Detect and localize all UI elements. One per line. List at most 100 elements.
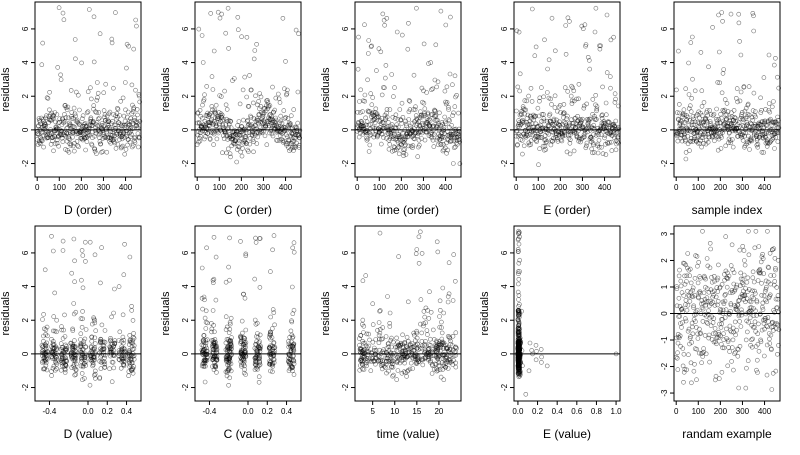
data-point [255, 134, 261, 140]
data-point [677, 110, 682, 116]
data-point [256, 379, 262, 385]
data-point [43, 363, 49, 368]
data-point [286, 368, 292, 374]
data-point [602, 135, 607, 141]
data-point [535, 134, 541, 140]
data-point [423, 339, 428, 344]
data-point [370, 322, 376, 327]
data-point [199, 33, 205, 38]
data-point [109, 314, 114, 320]
data-point [135, 131, 141, 136]
data-point [251, 100, 256, 106]
data-point [73, 56, 78, 62]
data-point [616, 126, 622, 132]
data-point [97, 139, 103, 144]
data-point [269, 113, 274, 119]
data-point [253, 360, 259, 365]
data-point [456, 110, 461, 116]
data-point [580, 116, 585, 122]
data-point [446, 107, 451, 112]
data-point [751, 90, 757, 96]
data-point [730, 144, 736, 150]
data-point [212, 342, 218, 348]
data-point [457, 139, 463, 145]
data-point [204, 245, 209, 251]
data-point [365, 77, 370, 83]
panel-frame [513, 225, 621, 402]
data-point [103, 81, 108, 87]
data-point [212, 364, 218, 369]
data-point [748, 120, 753, 126]
data-point [740, 244, 746, 249]
panel-frame [194, 225, 302, 402]
data-point [290, 334, 296, 340]
data-point [544, 90, 550, 95]
data-point [701, 100, 707, 105]
data-point [687, 148, 692, 153]
data-point [440, 148, 446, 154]
data-point [731, 108, 737, 113]
data-point [360, 109, 365, 114]
y-tick-label: 2 [660, 258, 669, 263]
data-point [586, 119, 592, 124]
data-point [678, 118, 683, 123]
data-point [50, 116, 56, 121]
data-point [687, 273, 693, 279]
data-point [571, 148, 577, 154]
data-point [711, 111, 717, 117]
data-point [452, 73, 458, 79]
data-point [740, 132, 745, 138]
data-point [759, 280, 764, 286]
data-point [456, 134, 461, 140]
data-point [83, 327, 89, 332]
data-point [552, 127, 557, 132]
data-point [289, 319, 295, 325]
data-point [541, 94, 546, 100]
x-tick-label: 0.6 [571, 407, 583, 416]
data-point [745, 101, 751, 107]
data-point [514, 128, 520, 133]
y-tick-label: 2 [500, 317, 509, 322]
data-point [254, 320, 260, 326]
data-point [686, 122, 692, 128]
data-point [394, 29, 400, 35]
data-point [66, 115, 71, 121]
data-point [616, 140, 622, 146]
y-tick-label: 0 [181, 351, 190, 356]
x-tick-label: 300 [736, 407, 750, 416]
data-point [444, 151, 449, 156]
data-point [416, 234, 422, 240]
data-point [403, 121, 409, 127]
data-point [527, 132, 533, 137]
data-point [736, 20, 742, 26]
data-point [552, 105, 558, 110]
data-point [415, 133, 420, 138]
y-tick-label: 0 [21, 351, 30, 356]
data-point [364, 138, 370, 143]
x-tick-label: 0 [195, 183, 200, 192]
data-point [93, 376, 98, 381]
data-point [226, 338, 232, 344]
y-tick-label: 3 [660, 231, 669, 236]
data-point [95, 90, 101, 96]
x-tick-label: 0.2 [532, 407, 544, 416]
data-point [221, 136, 227, 141]
data-point [552, 48, 558, 54]
data-point [446, 291, 452, 297]
data-point [60, 336, 66, 341]
data-point [752, 291, 758, 296]
data-point [537, 146, 542, 151]
data-point [73, 367, 79, 373]
data-point [747, 315, 753, 321]
data-point [244, 141, 249, 146]
data-point [392, 85, 397, 90]
y-tick-label: 2 [181, 93, 190, 98]
data-point [736, 11, 742, 17]
data-point [225, 5, 231, 11]
data-point [610, 122, 616, 128]
data-point [707, 359, 712, 365]
data-point [52, 290, 58, 296]
data-point [395, 349, 401, 354]
data-point [45, 96, 51, 101]
data-point [611, 34, 616, 40]
